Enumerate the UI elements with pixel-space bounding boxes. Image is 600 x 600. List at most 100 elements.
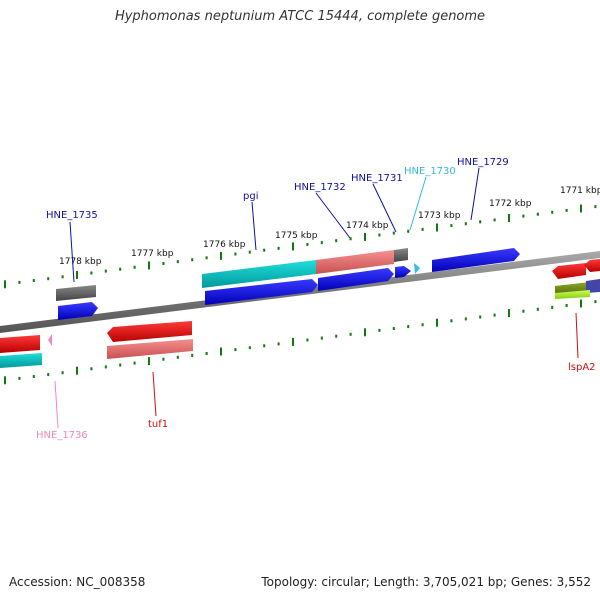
ruler-tick-reverse-34 bbox=[493, 313, 496, 317]
ruler-tick-reverse-8 bbox=[119, 363, 122, 367]
ruler-tick-reverse-3 bbox=[47, 373, 50, 377]
ruler-label-1772: 1772 kbp bbox=[489, 199, 532, 209]
ruler-tick-reverse-33 bbox=[479, 315, 482, 319]
ruler-tick-reverse-23 bbox=[335, 334, 338, 338]
ruler-tick-reverse-24 bbox=[349, 332, 352, 336]
ruler-label-1777: 1777 kbp bbox=[131, 249, 174, 259]
feature-red-left[interactable] bbox=[0, 335, 40, 353]
ruler-tick-reverse-9 bbox=[133, 361, 136, 365]
leader-hne-1735 bbox=[69, 221, 75, 283]
ruler-tick-reverse-10 bbox=[148, 357, 150, 366]
ruler-tick-forward-18 bbox=[263, 248, 266, 252]
ruler-tick-reverse-1 bbox=[18, 376, 21, 380]
leader-pgi bbox=[251, 201, 257, 251]
ruler-tick-reverse-29 bbox=[421, 323, 424, 327]
ruler-tick-forward-34 bbox=[493, 218, 496, 222]
feature-cyan-left[interactable] bbox=[0, 353, 42, 368]
feature-red-tuf1[interactable] bbox=[107, 321, 192, 342]
ruler-tick-reverse-35 bbox=[508, 309, 510, 318]
feature-red-right-1[interactable] bbox=[552, 263, 586, 279]
ruler-ticks-forward bbox=[4, 204, 597, 289]
gene-label-tuf1[interactable]: tuf1 bbox=[148, 419, 168, 430]
ruler-tick-reverse-32 bbox=[464, 317, 467, 321]
ruler-tick-forward-19 bbox=[277, 246, 280, 250]
ruler-tick-forward-32 bbox=[464, 222, 467, 226]
ruler-tick-forward-23 bbox=[335, 239, 338, 243]
feature-lightblue-1730[interactable] bbox=[414, 263, 420, 274]
feature-lime-lspa2[interactable] bbox=[555, 290, 590, 299]
ruler-tick-forward-9 bbox=[133, 265, 136, 269]
ruler-tick-reverse-21 bbox=[306, 338, 309, 342]
ruler-tick-reverse-0 bbox=[4, 376, 6, 385]
ruler-tick-forward-26 bbox=[378, 233, 381, 237]
gene-label-hne-1732[interactable]: HNE_1732 bbox=[294, 182, 346, 193]
gene-label-hne-1731[interactable]: HNE_1731 bbox=[351, 173, 403, 184]
ruler-tick-forward-37 bbox=[536, 212, 539, 216]
ruler-tick-forward-5 bbox=[76, 270, 78, 279]
feature-blue-pgi-inner[interactable] bbox=[205, 279, 318, 305]
ruler-tick-reverse-11 bbox=[162, 357, 165, 361]
ruler-tick-forward-16 bbox=[234, 252, 237, 256]
ruler-tick-reverse-6 bbox=[90, 367, 93, 371]
ruler-tick-forward-36 bbox=[522, 214, 525, 218]
ruler-tick-forward-39 bbox=[565, 208, 568, 212]
ruler-tick-forward-33 bbox=[479, 220, 482, 224]
feature-blue-1735-inner[interactable] bbox=[58, 302, 98, 320]
ruler-tick-forward-20 bbox=[292, 242, 294, 251]
ruler-tick-forward-7 bbox=[104, 269, 107, 273]
ruler-tick-forward-29 bbox=[421, 227, 424, 231]
ruler-tick-forward-10 bbox=[148, 261, 150, 270]
ruler-tick-reverse-5 bbox=[76, 366, 78, 375]
topology-label: Topology: circular; Length: 3,705,021 bp… bbox=[261, 575, 591, 589]
ruler-tick-reverse-4 bbox=[61, 371, 64, 375]
feature-blue-1729[interactable] bbox=[432, 248, 520, 272]
feature-blue-1731-inner[interactable] bbox=[395, 266, 411, 278]
ruler-label-1773: 1773 kbp bbox=[418, 211, 461, 221]
ruler-tick-reverse-19 bbox=[277, 342, 280, 346]
ruler-tick-forward-17 bbox=[248, 250, 251, 254]
ruler-tick-forward-0 bbox=[4, 280, 6, 289]
gene-label-lspa2[interactable]: lspA2 bbox=[568, 362, 596, 373]
ruler-tick-forward-15 bbox=[220, 251, 222, 260]
ruler-tick-reverse-37 bbox=[536, 307, 539, 311]
ruler-tick-forward-12 bbox=[176, 260, 179, 264]
feature-gray-1735-outer[interactable] bbox=[56, 285, 96, 301]
ruler-tick-reverse-14 bbox=[205, 352, 208, 355]
leader-hne-1736 bbox=[54, 380, 59, 429]
ruler-tick-reverse-41 bbox=[594, 300, 597, 304]
feature-blue-1732-inner[interactable] bbox=[318, 268, 394, 291]
ruler-tick-forward-24 bbox=[349, 237, 352, 241]
feature-red-right-2[interactable] bbox=[584, 259, 600, 272]
gene-label-hne-1729[interactable]: HNE_1729 bbox=[457, 157, 509, 168]
ruler-label-1775: 1775 kbp bbox=[275, 231, 318, 241]
ruler-tick-reverse-28 bbox=[407, 325, 410, 329]
feature-salmon-tuf1[interactable] bbox=[107, 339, 193, 359]
gene-label-hne-1736[interactable]: HNE_1736 bbox=[36, 430, 88, 441]
accession-label: Accession: NC_008358 bbox=[9, 575, 146, 589]
ruler-tick-reverse-30 bbox=[436, 318, 438, 327]
feature-pink-1736[interactable] bbox=[48, 334, 52, 346]
ruler-ticks-reverse bbox=[4, 299, 597, 385]
gene-label-hne-1735[interactable]: HNE_1735 bbox=[46, 210, 98, 221]
feature-slate-right[interactable] bbox=[586, 279, 600, 293]
feature-salmon-1732-outer[interactable] bbox=[316, 250, 394, 274]
ruler-tick-forward-35 bbox=[508, 214, 510, 222]
ruler-tick-forward-11 bbox=[162, 262, 165, 265]
map-title: Hyphomonas neptunium ATCC 15444, complet… bbox=[114, 9, 486, 24]
ruler-tick-reverse-18 bbox=[263, 344, 266, 348]
ruler-tick-forward-41 bbox=[594, 205, 597, 209]
gene-label-hne-1730[interactable]: HNE_1730 bbox=[404, 166, 456, 177]
ruler-tick-forward-28 bbox=[407, 229, 410, 233]
feature-cyan-pgi-outer[interactable] bbox=[202, 260, 316, 288]
gene-label-pgi[interactable]: pgi bbox=[243, 191, 258, 202]
ruler-tick-forward-2 bbox=[32, 279, 35, 282]
ruler-tick-forward-40 bbox=[580, 204, 582, 213]
ruler-tick-forward-14 bbox=[205, 256, 208, 260]
ruler-tick-reverse-31 bbox=[450, 319, 453, 323]
leader-lspa2 bbox=[575, 312, 579, 359]
ruler-tick-forward-31 bbox=[450, 224, 453, 228]
feature-gray-1731-outer[interactable] bbox=[394, 248, 408, 262]
ruler-tick-forward-3 bbox=[47, 277, 50, 281]
ruler-tick-forward-13 bbox=[191, 258, 194, 262]
